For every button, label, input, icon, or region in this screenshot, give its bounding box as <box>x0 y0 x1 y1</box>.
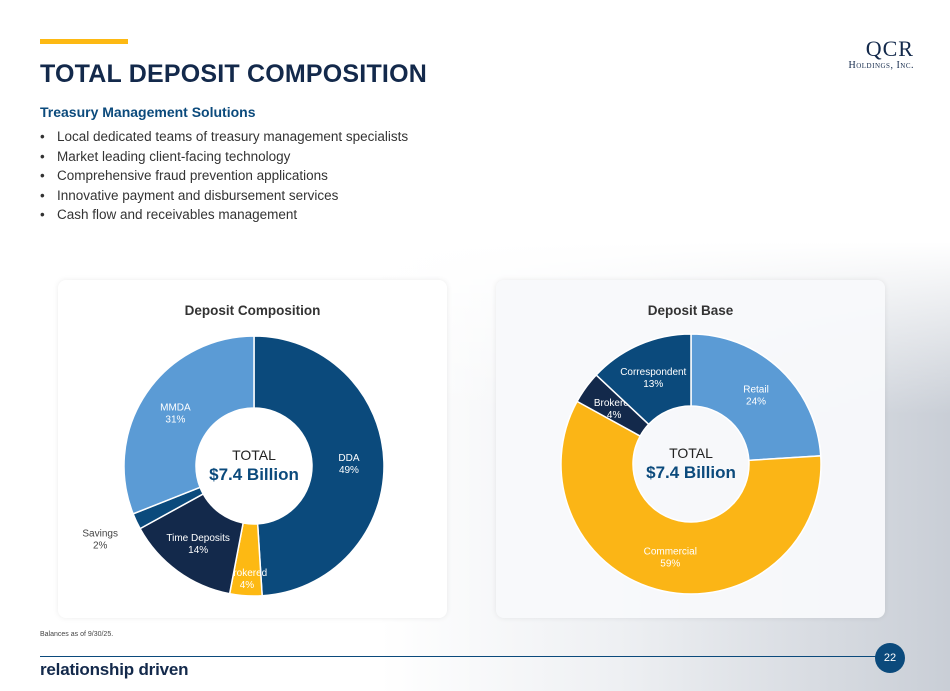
slice-label-brokered: Brokered <box>227 568 268 579</box>
slice-retail <box>690 333 822 462</box>
deposit-composition-card: Deposit Composition DDA 49% Brokered 4% Time… <box>58 280 447 618</box>
bullet-item: Innovative payment and disbursement serv… <box>40 186 408 206</box>
page-number: 22 <box>875 643 905 673</box>
footer-divider <box>40 656 880 657</box>
logo-sub: Holdings, Inc. <box>848 60 914 71</box>
chart-title: Deposit Composition <box>184 303 321 318</box>
slice-label-mmda: MMDA <box>160 403 191 414</box>
footnote: Balances as of 9/30/25. <box>40 631 114 638</box>
center-value: $7.4 Billion <box>209 465 299 484</box>
slice-label-brokered: Brokered <box>594 398 635 409</box>
slice-value-savings: 2% <box>93 540 108 551</box>
section-subtitle: Treasury Management Solutions <box>40 104 256 120</box>
slice-label-commercial: Commercial <box>644 547 697 558</box>
slice-label-retail: Retail <box>743 385 769 396</box>
logo-main: QCR <box>865 36 914 61</box>
bullet-list: Local dedicated teams of treasury manage… <box>40 127 408 225</box>
bullet-item: Comprehensive fraud prevention applicati… <box>40 166 408 186</box>
bullet-item: Local dedicated teams of treasury manage… <box>40 127 408 147</box>
slice-value-commercial: 59% <box>660 559 680 570</box>
slice-label-correspondent: Correspondent <box>620 367 686 378</box>
deposit-base-card: Deposit Base Retail 24% Commercial 59% Broke… <box>496 280 885 618</box>
bullet-item: Market leading client-facing technology <box>40 147 408 167</box>
center-value: $7.4 Billion <box>646 463 736 482</box>
slice-label-dda: DDA <box>338 453 359 464</box>
slice-value-brokered: 4% <box>607 410 622 421</box>
slice-label-savings: Savings <box>82 528 118 539</box>
slice-value-correspondent: 13% <box>643 379 663 390</box>
title-accent-bar <box>40 39 128 44</box>
company-logo: QCR Holdings, Inc. <box>848 36 915 72</box>
slice-mmda <box>123 335 255 515</box>
slice-commercial <box>560 400 822 595</box>
center-label: TOTAL <box>232 447 276 463</box>
slice-value-brokered: 4% <box>240 580 255 591</box>
slice-value-time-deposits: 14% <box>188 545 208 556</box>
page-title: TOTAL DEPOSIT COMPOSITION <box>40 60 427 88</box>
slice-value-mmda: 31% <box>165 415 185 426</box>
center-label: TOTAL <box>669 445 713 461</box>
chart-title: Deposit Base <box>647 303 734 318</box>
slice-dda <box>253 335 385 597</box>
bullet-item: Cash flow and receivables management <box>40 205 408 225</box>
slice-label-time-deposits: Time Deposits <box>166 533 230 544</box>
slice-value-retail: 24% <box>746 397 766 408</box>
slice-value-dda: 49% <box>339 465 359 476</box>
tagline: relationship driven <box>40 660 189 679</box>
slice-correspondent <box>595 333 692 426</box>
